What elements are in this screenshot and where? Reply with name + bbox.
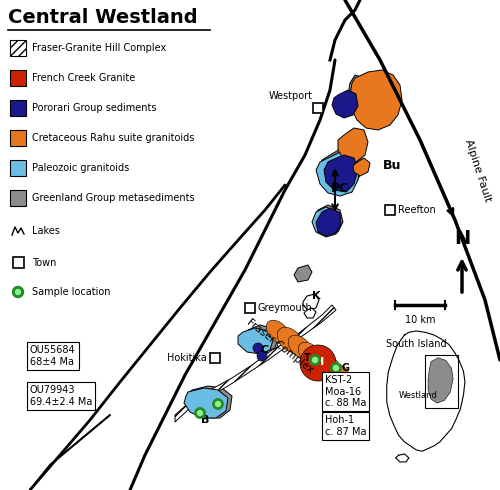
Text: Fraser Complex: Fraser Complex: [245, 317, 315, 375]
Ellipse shape: [266, 320, 290, 344]
Polygon shape: [332, 90, 358, 118]
Polygon shape: [316, 152, 360, 196]
Text: South Island: South Island: [386, 339, 446, 349]
Text: Paleozoic granitoids: Paleozoic granitoids: [32, 163, 129, 173]
Circle shape: [330, 363, 342, 373]
Text: Cretaceous Rahu suite granitoids: Cretaceous Rahu suite granitoids: [32, 133, 194, 143]
Circle shape: [334, 366, 338, 370]
Ellipse shape: [278, 327, 302, 353]
Polygon shape: [243, 325, 278, 352]
Text: Hoh-1
c. 87 Ma: Hoh-1 c. 87 Ma: [325, 415, 366, 437]
Text: KST-2
Moa-16
c. 88 Ma: KST-2 Moa-16 c. 88 Ma: [325, 375, 366, 408]
Circle shape: [198, 411, 202, 416]
Text: Fraser-Granite Hill Complex: Fraser-Granite Hill Complex: [32, 43, 166, 53]
Polygon shape: [316, 208, 341, 236]
Text: Lakes: Lakes: [32, 226, 60, 236]
Bar: [10, 100, 26, 116]
Circle shape: [253, 343, 263, 353]
Polygon shape: [184, 388, 228, 418]
Text: 10 km: 10 km: [405, 315, 435, 325]
Text: Westport: Westport: [269, 91, 313, 101]
Ellipse shape: [330, 364, 350, 384]
Text: Sample location: Sample location: [32, 287, 110, 297]
Text: T: T: [304, 353, 310, 363]
Bar: [313, 103, 323, 113]
Bar: [425, 355, 458, 409]
Ellipse shape: [319, 356, 341, 378]
Text: Westland: Westland: [398, 391, 438, 400]
Text: H: H: [316, 357, 324, 367]
Circle shape: [16, 290, 20, 294]
Bar: [13, 257, 24, 268]
Ellipse shape: [288, 335, 312, 359]
Text: OU79943
69.4±2.4 Ma: OU79943 69.4±2.4 Ma: [30, 385, 92, 407]
Bar: [210, 353, 220, 363]
Polygon shape: [353, 158, 370, 176]
Circle shape: [300, 345, 336, 381]
Polygon shape: [338, 128, 368, 162]
Circle shape: [257, 351, 267, 361]
Bar: [10, 70, 26, 86]
Text: Alpine Fault: Alpine Fault: [463, 137, 493, 202]
Text: B: B: [201, 415, 209, 425]
Text: PC: PC: [331, 181, 349, 195]
Text: Greymouth: Greymouth: [258, 303, 313, 313]
Text: Central Westland: Central Westland: [8, 8, 198, 27]
Circle shape: [310, 354, 320, 366]
Text: French Creek Granite: French Creek Granite: [32, 73, 135, 83]
Polygon shape: [175, 305, 336, 422]
Polygon shape: [294, 265, 312, 282]
Circle shape: [12, 287, 24, 297]
Bar: [10, 190, 26, 206]
Polygon shape: [428, 358, 453, 403]
Polygon shape: [312, 207, 340, 237]
Polygon shape: [186, 386, 232, 418]
Circle shape: [216, 401, 220, 407]
Text: N: N: [454, 229, 470, 248]
Polygon shape: [238, 328, 273, 354]
Bar: [10, 40, 26, 56]
Bar: [10, 160, 26, 176]
Polygon shape: [350, 70, 402, 130]
Text: Bu: Bu: [383, 158, 401, 172]
Text: Hokitika: Hokitika: [167, 353, 207, 363]
Bar: [10, 130, 26, 146]
Polygon shape: [348, 75, 378, 110]
Ellipse shape: [298, 342, 322, 366]
Polygon shape: [318, 148, 362, 192]
Polygon shape: [304, 308, 316, 318]
Text: Greenland Group metasediments: Greenland Group metasediments: [32, 193, 194, 203]
Text: Reefton: Reefton: [398, 205, 436, 215]
Text: G: G: [342, 363, 350, 373]
Text: C: C: [261, 345, 269, 355]
Polygon shape: [314, 205, 343, 235]
Polygon shape: [324, 155, 358, 192]
Ellipse shape: [306, 346, 334, 374]
Bar: [245, 303, 255, 313]
Bar: [385, 205, 395, 215]
Text: OU55684
68±4 Ma: OU55684 68±4 Ma: [30, 345, 76, 367]
Circle shape: [212, 398, 224, 410]
Text: Pororari Group sediments: Pororari Group sediments: [32, 103, 156, 113]
Circle shape: [312, 358, 318, 363]
Circle shape: [194, 408, 205, 418]
Text: Town: Town: [32, 258, 56, 268]
Polygon shape: [303, 294, 319, 310]
Text: K: K: [312, 291, 320, 301]
